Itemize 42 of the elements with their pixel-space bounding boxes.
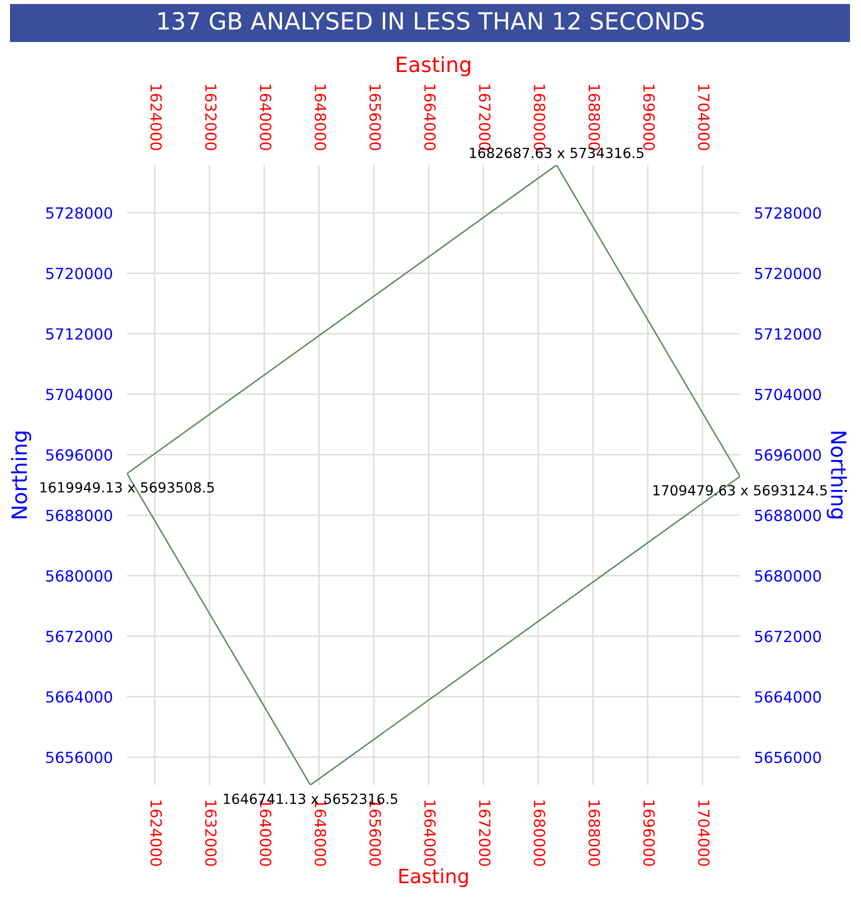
y-tick-label: 5704000 [46,388,112,400]
x-tick-label: 1624000 [150,84,162,150]
y2-tick-label: 5728000 [755,207,821,219]
y-tick-label: 5720000 [46,268,112,280]
y-tick-label: 5696000 [46,449,112,461]
y-tick-label: 5664000 [46,691,112,703]
y2-tick-label: 5672000 [755,630,821,642]
y-tick-label: 5656000 [46,752,112,764]
annotation: 1619949.13 x 5693508.5 [40,482,214,493]
y2-tick-label: 5656000 [755,752,821,764]
x2-tick-label: 1680000 [534,800,546,866]
y2-axis-title: Northing [826,432,847,518]
x-tick-label: 1640000 [260,84,272,150]
x2-axis-title: Easting [396,56,470,76]
chart-title: 137 GB ANALYSED IN LESS THAN 12 SECONDS [158,12,704,30]
y-tick-label: 5728000 [46,207,112,219]
y-tick-label: 5672000 [46,630,112,642]
x-axis-title: Easting [399,868,468,888]
y2-tick-label: 5704000 [755,388,821,400]
y-tick-label: 5688000 [46,510,112,522]
y2-tick-label: 5720000 [755,268,821,280]
x-tick-label: 1696000 [643,84,655,150]
x2-tick-label: 1664000 [424,800,436,866]
y2-tick-label: 5680000 [755,570,821,582]
x-tick-label: 1664000 [424,84,436,150]
y2-tick-label: 5696000 [755,449,821,461]
x-tick-label: 1632000 [205,84,217,150]
x-tick-label: 1656000 [369,84,381,150]
y-tick-label: 5680000 [46,570,112,582]
y-tick-label: 5712000 [46,328,112,340]
y2-tick-label: 5712000 [755,328,821,340]
y-axis-title: Northing [11,432,32,518]
x2-tick-label: 1704000 [698,800,710,866]
x2-tick-label: 1672000 [478,800,491,866]
x-tick-label: 1704000 [698,84,710,150]
x2-tick-label: 1688000 [588,800,600,866]
x2-tick-label: 1696000 [643,800,655,866]
x2-tick-label: 1624000 [150,800,162,866]
y2-tick-label: 5664000 [755,691,821,703]
x2-tick-label: 1632000 [205,800,217,866]
y2-tick-label: 5688000 [755,510,821,522]
x-tick-label: 1648000 [314,84,326,150]
